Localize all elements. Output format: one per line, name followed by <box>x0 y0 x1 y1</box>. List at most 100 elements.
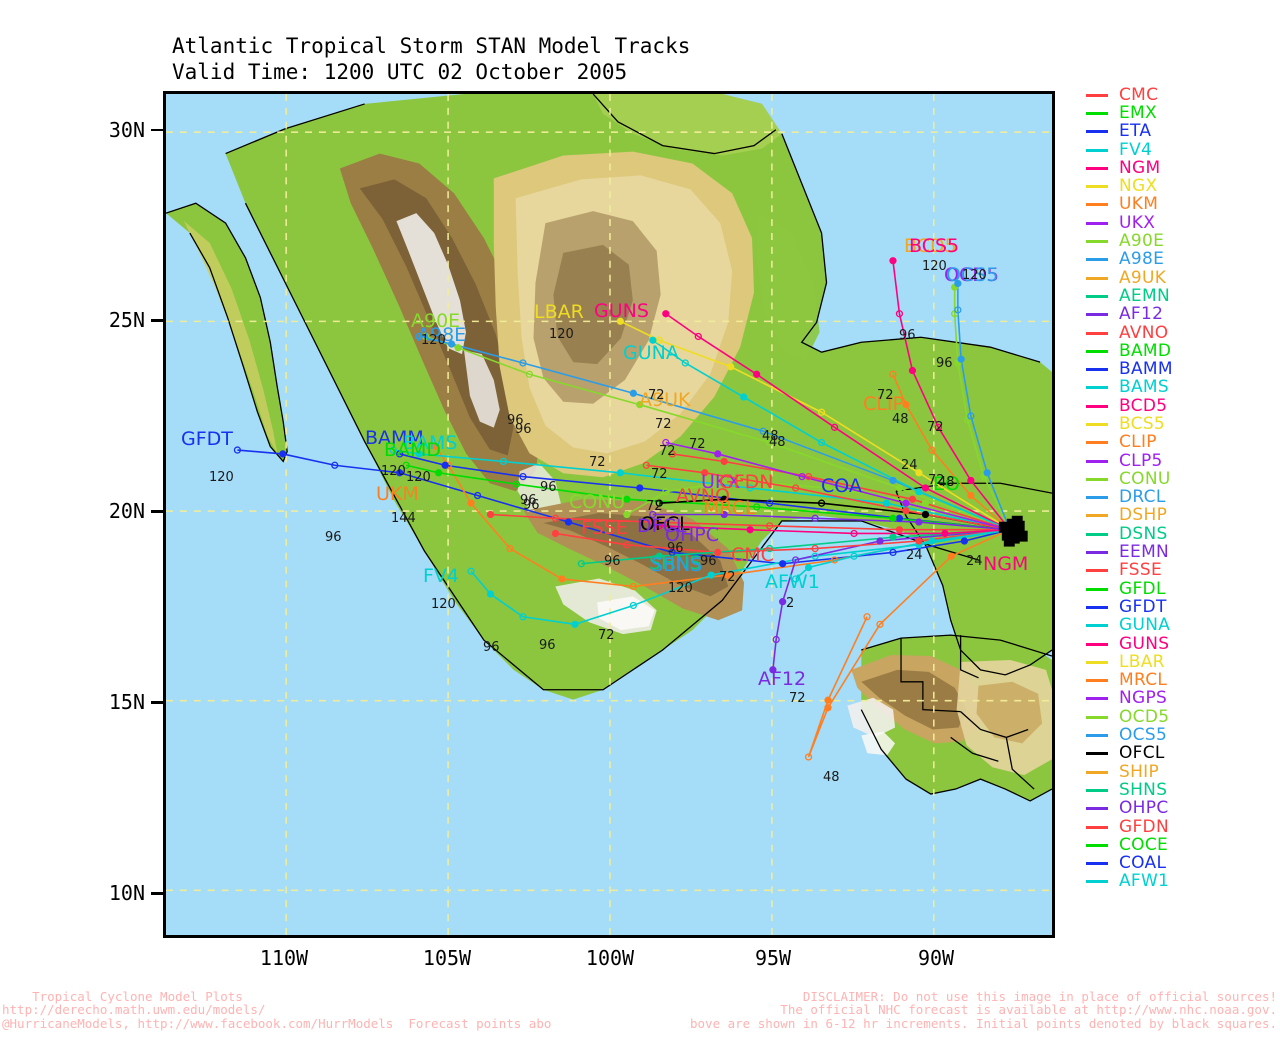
legend-item-ukm[interactable]: UKM <box>1086 196 1276 214</box>
forecast-hour-label: 72 <box>648 388 665 403</box>
track-line-fsse <box>490 513 1010 531</box>
track-label-ukx: UKX <box>701 471 741 493</box>
track-point <box>279 450 287 458</box>
legend-item-guna[interactable]: GUNA <box>1086 617 1276 635</box>
track-label-a90e: A90E <box>411 310 461 332</box>
chart-subtitle-line2: Valid Time: 1200 UTC 02 October 2005 <box>172 60 628 84</box>
legend-item-avno[interactable]: AVNO <box>1086 324 1276 342</box>
disclaimer-line2[interactable]: The official NHC forecast is available a… <box>780 1002 1277 1018</box>
track-point <box>701 469 709 477</box>
legend-item-clip[interactable]: CLIP <box>1086 434 1276 452</box>
legend-item-lbar[interactable]: LBAR <box>1086 653 1276 671</box>
legend-item-bcs5[interactable]: BCS5 <box>1086 415 1276 433</box>
legend-item-dsns[interactable]: DSNS <box>1086 525 1276 543</box>
forecast-hour-label: 120 <box>381 464 406 479</box>
legend-color-swatch <box>1086 697 1108 701</box>
track-point <box>558 575 566 583</box>
track-point <box>525 370 534 378</box>
legend-color-swatch <box>1086 807 1108 811</box>
legend-item-label: EMX <box>1119 102 1157 123</box>
track-point <box>636 484 644 492</box>
legend-item-label: DSNS <box>1119 523 1168 544</box>
legend-item-dshp[interactable]: DSHP <box>1086 507 1276 525</box>
legend-item-mrcl[interactable]: MRCL <box>1086 672 1276 690</box>
legend-item-a98e[interactable]: A98E <box>1086 251 1276 269</box>
forecast-hour-label: 72 <box>877 388 894 403</box>
legend-item-eemn[interactable]: EEMN <box>1086 543 1276 561</box>
legend-item-ngps[interactable]: NGPS <box>1086 690 1276 708</box>
legend-color-swatch <box>1086 386 1108 390</box>
legend-item-label: GFDL <box>1119 578 1166 599</box>
track-line-afw1 <box>795 528 1010 580</box>
legend-color-swatch <box>1086 514 1108 518</box>
track-point <box>954 306 962 314</box>
track-point <box>623 510 631 519</box>
track-point <box>435 469 443 477</box>
legend-item-afw1[interactable]: AFW1 <box>1086 873 1276 891</box>
track-label-guna: GUNA <box>623 342 679 364</box>
legend-item-bamd[interactable]: BAMD <box>1086 342 1276 360</box>
legend-item-ocs5[interactable]: OCS5 <box>1086 726 1276 744</box>
legend-item-ohpc[interactable]: OHPC <box>1086 800 1276 818</box>
track-point <box>882 499 891 507</box>
legend-item-fsse[interactable]: FSSE <box>1086 562 1276 580</box>
legend-item-clp5[interactable]: CLP5 <box>1086 452 1276 470</box>
legend-item-cmc[interactable]: CMC <box>1086 86 1276 104</box>
legend-item-coal[interactable]: COAL <box>1086 854 1276 872</box>
legend-item-a90e[interactable]: A90E <box>1086 232 1276 250</box>
legend-item-label: AVNO <box>1119 322 1169 343</box>
legend-item-ofcl[interactable]: OFCL <box>1086 745 1276 763</box>
footer-left-line2[interactable]: http://derecho.math.uwm.edu/models/ <box>2 1002 266 1018</box>
track-point <box>668 548 676 557</box>
legend-item-eta[interactable]: ETA <box>1086 123 1276 141</box>
legend-item-gfdt[interactable]: GFDT <box>1086 598 1276 616</box>
legend-item-aemn[interactable]: AEMN <box>1086 287 1276 305</box>
track-point <box>895 484 904 492</box>
track-label-bcs5: BCS5 <box>909 235 960 257</box>
coastline-and-borders <box>166 94 1052 802</box>
legend-item-label: LBAR <box>1119 651 1165 672</box>
legend-item-coce[interactable]: COCE <box>1086 836 1276 854</box>
legend-item-shns[interactable]: SHNS <box>1086 781 1276 799</box>
track-label-clip: CLIP <box>863 393 904 415</box>
legend-item-bamm[interactable]: BAMM <box>1086 360 1276 378</box>
track-label-fv4: FV4 <box>423 565 460 587</box>
legend-item-drcl[interactable]: DRCL <box>1086 489 1276 507</box>
legend-item-af12[interactable]: AF12 <box>1086 306 1276 324</box>
y-axis-tick-label: 20N <box>108 499 145 523</box>
legend-color-swatch <box>1086 734 1108 738</box>
initial-point-squares <box>998 515 1028 547</box>
legend-item-bams[interactable]: BAMS <box>1086 379 1276 397</box>
track-point <box>967 491 975 500</box>
legend-item-a9uk[interactable]: A9UK <box>1086 269 1276 287</box>
track-point <box>967 412 975 420</box>
legend-item-ngm[interactable]: NGM <box>1086 159 1276 177</box>
legend-item-label: FSSE <box>1119 560 1163 581</box>
legend-color-swatch <box>1086 185 1108 189</box>
track-point <box>519 359 527 367</box>
legend-item-label: OCD5 <box>1119 706 1170 727</box>
track-point <box>921 484 930 492</box>
track-label-guns: GUNS <box>594 300 649 322</box>
track-point <box>811 552 819 560</box>
legend-item-ship[interactable]: SHIP <box>1086 763 1276 781</box>
legend-item-conu[interactable]: CONU <box>1086 470 1276 488</box>
legend-item-gfdl[interactable]: GFDL <box>1086 580 1276 598</box>
forecast-hour-label: 72 <box>589 455 606 470</box>
x-axis-tick-label: 95W <box>754 946 792 970</box>
legend-item-ukx[interactable]: UKX <box>1086 214 1276 232</box>
legend-item-guns[interactable]: GUNS <box>1086 635 1276 653</box>
legend-item-bcd5[interactable]: BCD5 <box>1086 397 1276 415</box>
legend-item-fv4[interactable]: FV4 <box>1086 141 1276 159</box>
map-canvas <box>166 94 1052 935</box>
legend-item-ocd5[interactable]: OCD5 <box>1086 708 1276 726</box>
track-point <box>824 704 832 712</box>
legend-item-ngx[interactable]: NGX <box>1086 177 1276 195</box>
track-label-bams: BAMS <box>403 432 458 454</box>
legend-color-swatch <box>1086 331 1108 335</box>
legend-item-gfdn[interactable]: GFDN <box>1086 818 1276 836</box>
y-axis-tick-label: 30N <box>108 117 145 142</box>
footer-left-line3[interactable]: @HurricaneModels, http://www.facebook.co… <box>2 1015 552 1031</box>
track-point <box>804 753 813 761</box>
legend-item-emx[interactable]: EMX <box>1086 104 1276 122</box>
